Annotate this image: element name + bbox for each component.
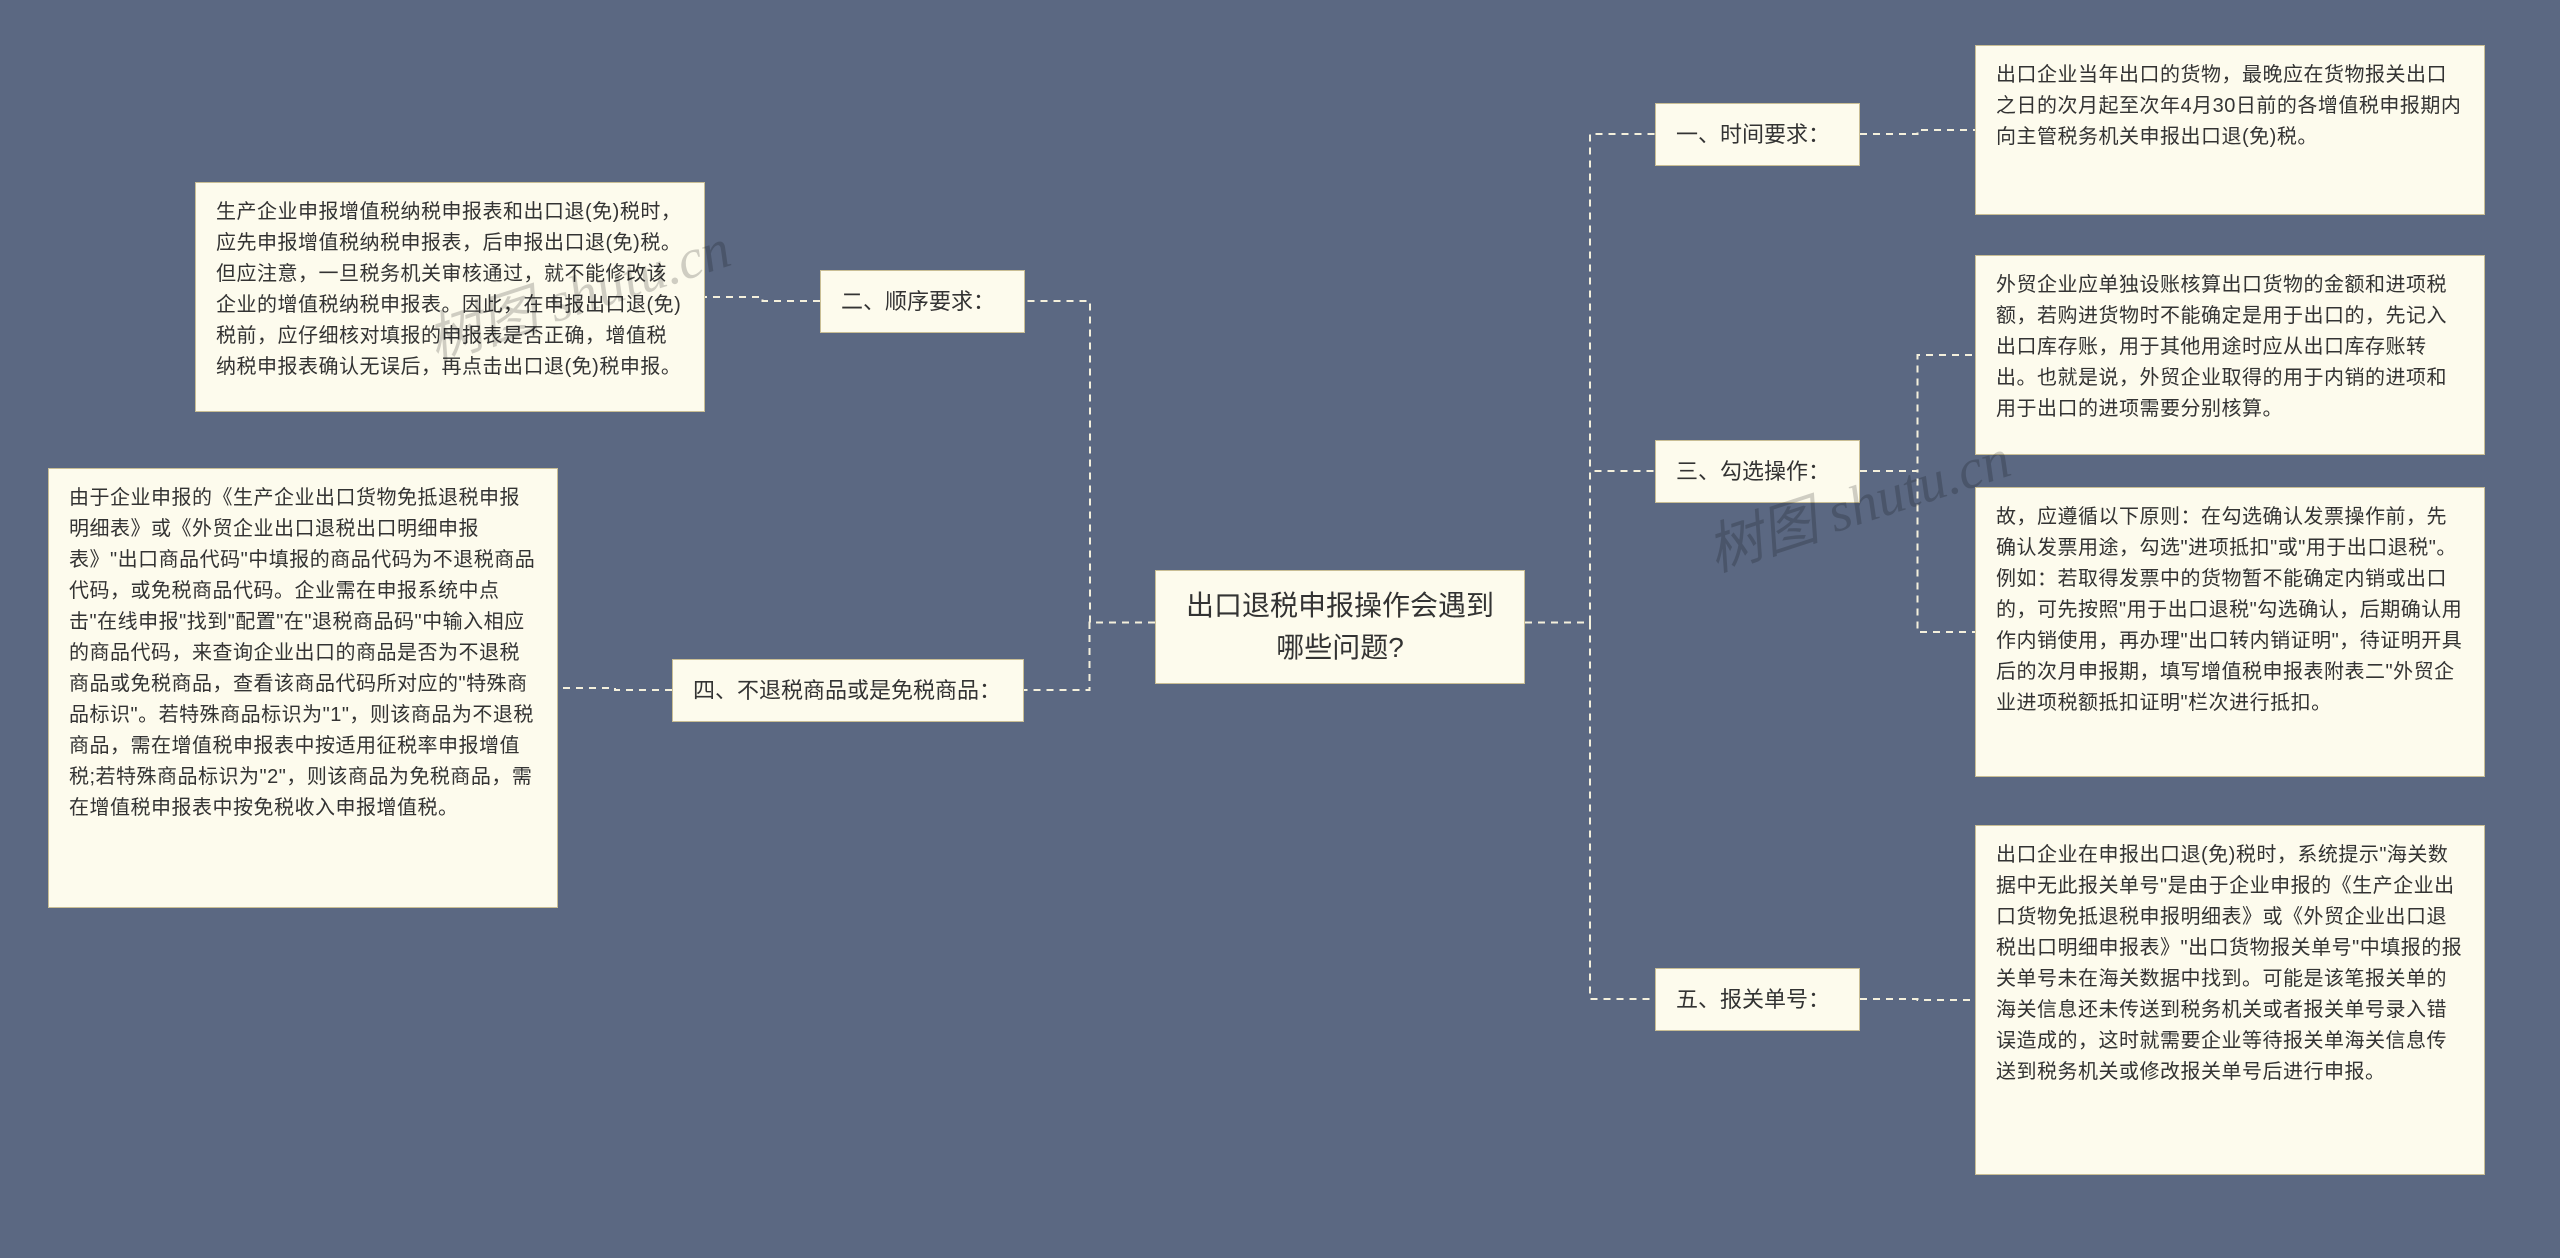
root-node: 出口退税申报操作会遇到哪些问题? <box>1155 570 1525 684</box>
branch-b4: 四、不退税商品或是免税商品： <box>672 659 1024 722</box>
leaf-b5-0: 出口企业在申报出口退(免)税时，系统提示"海关数据中无此报关单号"是由于企业申报… <box>1975 825 2485 1175</box>
leaf-b2-0: 生产企业申报增值税纳税申报表和出口退(免)税时，应先申报增值税纳税申报表，后申报… <box>195 182 705 412</box>
branch-b2: 二、顺序要求： <box>820 270 1025 333</box>
leaf-b3-1: 故，应遵循以下原则：在勾选确认发票操作前，先确认发票用途，勾选"进项抵扣"或"用… <box>1975 487 2485 777</box>
branch-b5: 五、报关单号： <box>1655 968 1860 1031</box>
leaf-b3-0: 外贸企业应单独设账核算出口货物的金额和进项税额，若购进货物时不能确定是用于出口的… <box>1975 255 2485 455</box>
branch-b1: 一、时间要求： <box>1655 103 1860 166</box>
branch-b3: 三、勾选操作： <box>1655 440 1860 503</box>
leaf-b4-0: 由于企业申报的《生产企业出口货物免抵退税申报明细表》或《外贸企业出口退税出口明细… <box>48 468 558 908</box>
leaf-b1-0: 出口企业当年出口的货物，最晚应在货物报关出口之日的次月起至次年4月30日前的各增… <box>1975 45 2485 215</box>
